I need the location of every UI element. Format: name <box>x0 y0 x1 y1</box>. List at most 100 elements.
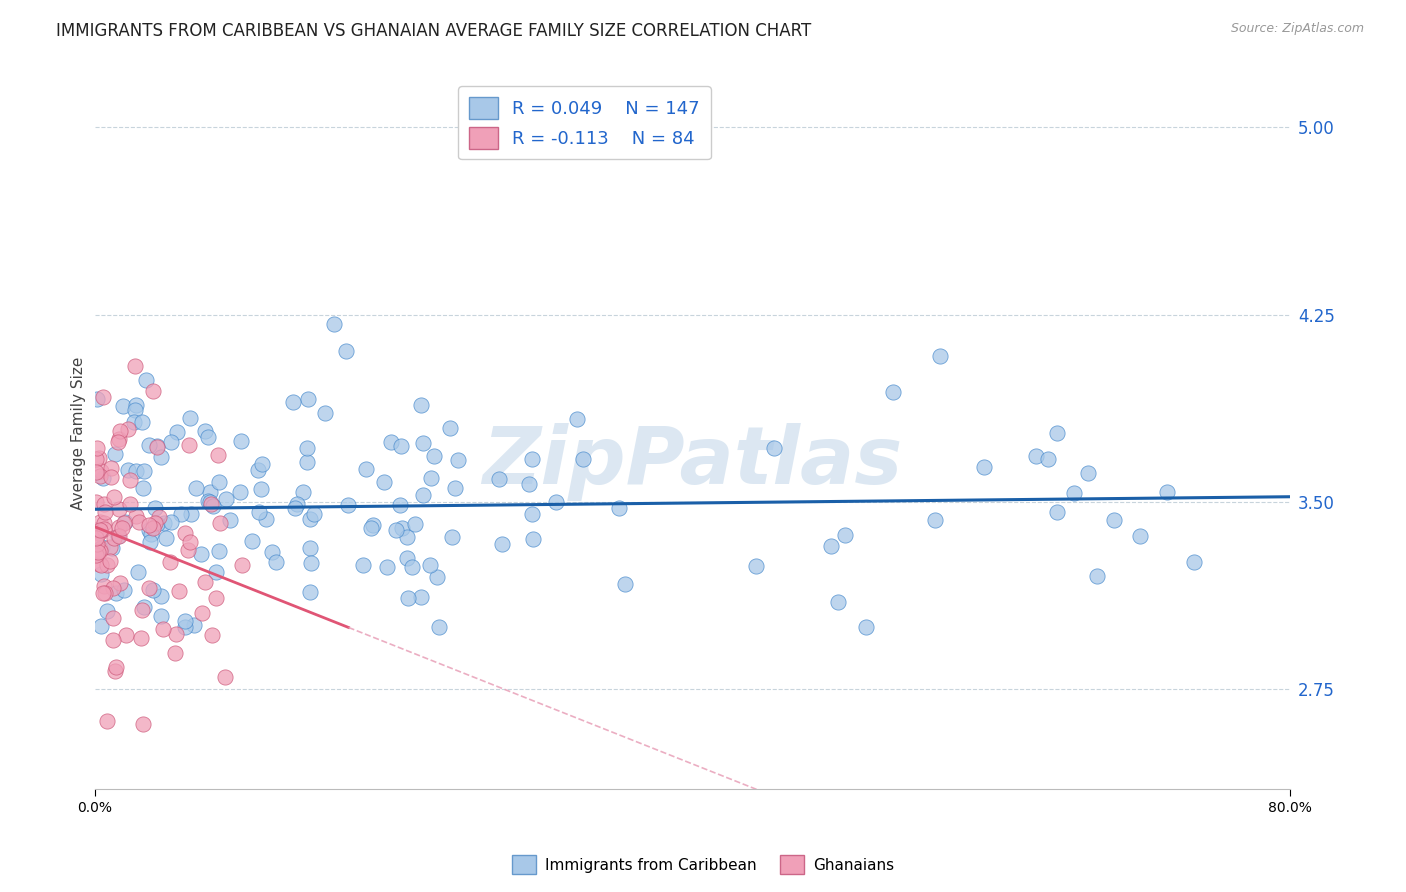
Point <box>131 717 153 731</box>
Point <box>124 402 146 417</box>
Point <box>86 537 108 551</box>
Point <box>90 566 112 581</box>
Point <box>180 508 202 522</box>
Point <box>1085 568 1108 582</box>
Point <box>197 430 219 444</box>
Point <box>375 559 398 574</box>
Point <box>143 501 166 516</box>
Point <box>409 398 432 412</box>
Point <box>114 628 136 642</box>
Point <box>142 384 165 398</box>
Point <box>446 453 468 467</box>
Point <box>111 521 134 535</box>
Point <box>571 452 593 467</box>
Point <box>191 606 214 620</box>
Point <box>391 521 413 535</box>
Point <box>520 507 543 521</box>
Point <box>323 317 346 331</box>
Point <box>335 343 357 358</box>
Point <box>1046 505 1069 519</box>
Point <box>146 439 169 453</box>
Point <box>174 614 197 628</box>
Point <box>105 586 128 600</box>
Point <box>96 558 118 573</box>
Point <box>90 541 112 555</box>
Point <box>208 475 231 490</box>
Point <box>96 604 118 618</box>
Point <box>186 481 208 495</box>
Point <box>354 462 377 476</box>
Point <box>89 542 111 557</box>
Point <box>1046 426 1069 441</box>
Point <box>89 544 111 558</box>
Point <box>93 505 115 519</box>
Point <box>125 398 148 412</box>
Point <box>86 392 108 407</box>
Point <box>131 603 153 617</box>
Point <box>190 547 212 561</box>
Point <box>103 531 125 545</box>
Point <box>91 586 114 600</box>
Point <box>389 439 412 453</box>
Point <box>361 518 384 533</box>
Point <box>138 534 160 549</box>
Point <box>93 579 115 593</box>
Point <box>426 570 449 584</box>
Point <box>87 557 110 571</box>
Point <box>215 491 238 506</box>
Point <box>229 434 252 448</box>
Point <box>299 556 322 570</box>
Point <box>401 559 423 574</box>
Point <box>93 516 115 530</box>
Point <box>491 537 513 551</box>
Point <box>373 475 395 490</box>
Point <box>135 373 157 387</box>
Point <box>159 555 181 569</box>
Point <box>132 464 155 478</box>
Point <box>834 528 856 542</box>
Point <box>128 515 150 529</box>
Point <box>412 488 434 502</box>
Point <box>1184 555 1206 569</box>
Point <box>174 525 197 540</box>
Point <box>205 591 228 605</box>
Point <box>150 589 173 603</box>
Point <box>924 513 946 527</box>
Point <box>118 474 141 488</box>
Point <box>1077 466 1099 480</box>
Point <box>163 646 186 660</box>
Point <box>396 591 419 606</box>
Point <box>298 585 321 599</box>
Point <box>87 544 110 558</box>
Point <box>166 425 188 439</box>
Point <box>145 517 167 532</box>
Point <box>101 541 124 556</box>
Point <box>352 558 374 573</box>
Point <box>160 515 183 529</box>
Point <box>522 532 544 546</box>
Point <box>84 452 107 467</box>
Point <box>149 609 172 624</box>
Point <box>337 499 360 513</box>
Point <box>1129 529 1152 543</box>
Point <box>264 555 287 569</box>
Point <box>93 498 115 512</box>
Point <box>108 501 131 516</box>
Point <box>111 399 134 413</box>
Point <box>427 619 450 633</box>
Point <box>138 437 160 451</box>
Point <box>84 495 107 509</box>
Point <box>159 435 181 450</box>
Point <box>138 524 160 538</box>
Point <box>89 515 111 529</box>
Point <box>380 435 402 450</box>
Point <box>127 565 149 579</box>
Point <box>231 558 253 573</box>
Point <box>104 660 127 674</box>
Point <box>299 512 322 526</box>
Point <box>360 521 382 535</box>
Point <box>138 517 160 532</box>
Point <box>250 483 273 497</box>
Point <box>443 481 465 495</box>
Point <box>247 505 270 519</box>
